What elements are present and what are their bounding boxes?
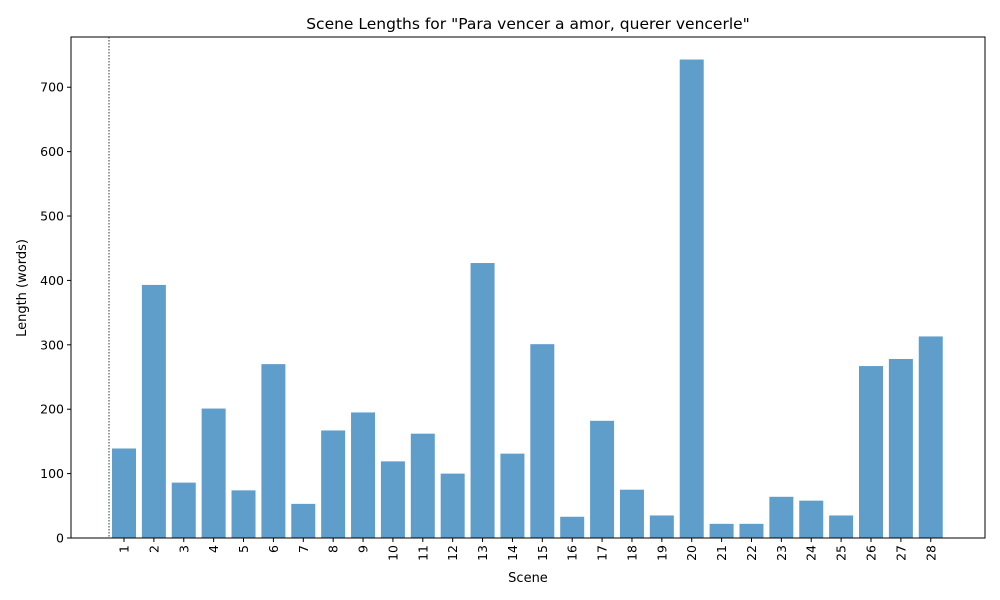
- bar-scene-16: [560, 516, 585, 538]
- bar-scene-2: [141, 284, 166, 538]
- bar-scene-7: [291, 503, 316, 538]
- bar-scene-10: [380, 461, 405, 538]
- bar-scene-13: [470, 263, 495, 538]
- x-tick-label: 23: [774, 545, 789, 561]
- x-tick-label: 24: [804, 545, 819, 561]
- y-tick-label: 100: [40, 466, 64, 481]
- x-tick-label: 17: [595, 545, 610, 561]
- x-tick-label: 20: [684, 545, 699, 561]
- x-tick-label: 11: [415, 545, 430, 561]
- bar-scene-19: [649, 515, 674, 538]
- bar-scene-12: [440, 473, 465, 538]
- x-tick-label: 1: [117, 545, 132, 553]
- x-axis-label: Scene: [508, 571, 548, 586]
- x-tick-label: 8: [326, 545, 341, 553]
- x-tick-label: 19: [654, 545, 669, 561]
- bar-scene-17: [590, 420, 615, 538]
- x-tick-label: 9: [356, 545, 371, 553]
- x-tick-label: 16: [565, 545, 580, 561]
- bar-scene-24: [799, 500, 824, 538]
- x-tick-label: 27: [893, 545, 908, 561]
- x-tick-label: 12: [445, 545, 460, 561]
- bar-scene-11: [410, 433, 435, 538]
- bar-scene-26: [859, 366, 883, 538]
- bars-group: [112, 59, 943, 538]
- x-tick-label: 4: [206, 545, 221, 553]
- x-tick-label: 6: [266, 545, 281, 553]
- bar-scene-21: [709, 523, 734, 538]
- y-tick-label: 500: [40, 209, 64, 224]
- x-tick-label: 13: [475, 545, 490, 561]
- y-axis-label: Length (words): [15, 239, 30, 337]
- y-tick-label: 600: [40, 144, 64, 159]
- x-tick-label: 26: [864, 545, 879, 561]
- y-axis: 0 100 200 300 400 500 600 700: [40, 80, 71, 546]
- bar-scene-14: [500, 453, 525, 538]
- bar-scene-9: [351, 412, 376, 538]
- bar-scene-8: [321, 430, 346, 538]
- x-tick-label: 28: [923, 545, 938, 561]
- x-tick-label: 25: [834, 545, 849, 561]
- bar-scene-18: [619, 489, 644, 538]
- x-tick-label: 15: [535, 545, 550, 561]
- bar-scene-23: [769, 496, 794, 538]
- bar-scene-3: [171, 482, 196, 538]
- y-tick-label: 300: [40, 337, 64, 352]
- bar-scene-22: [739, 523, 764, 538]
- bar-scene-5: [231, 490, 256, 538]
- x-tick-label: 18: [624, 545, 639, 561]
- x-tick-label: 7: [296, 545, 311, 553]
- x-tick-label: 10: [385, 545, 400, 561]
- x-tick-label: 2: [146, 545, 161, 553]
- bar-scene-27: [888, 358, 913, 538]
- bar-scene-15: [530, 344, 555, 538]
- bar-scene-25: [829, 515, 854, 538]
- bar-scene-20: [679, 59, 704, 538]
- x-tick-label: 5: [236, 545, 251, 553]
- x-tick-label: 22: [744, 545, 759, 561]
- x-tick-label: 14: [505, 545, 520, 561]
- bar-scene-28: [918, 336, 943, 538]
- x-tick-label: 3: [176, 545, 191, 553]
- bar-scene-6: [261, 364, 286, 538]
- y-tick-label: 700: [40, 80, 64, 95]
- y-tick-label: 0: [56, 531, 64, 546]
- y-tick-label: 200: [40, 402, 64, 417]
- y-tick-label: 400: [40, 273, 64, 288]
- plot-frame: [70, 36, 986, 539]
- bar-scene-4: [201, 408, 226, 538]
- chart-title: Scene Lengths for "Para vencer a amor, q…: [306, 15, 750, 33]
- x-tick-label: 21: [714, 545, 729, 561]
- bar-scene-1: [112, 448, 136, 538]
- x-axis: 1 2 3 4 5 6 7 8 9 10 11 12 13 14 15 16 17 18 19 20 21 22 23 24 2…: [117, 538, 938, 561]
